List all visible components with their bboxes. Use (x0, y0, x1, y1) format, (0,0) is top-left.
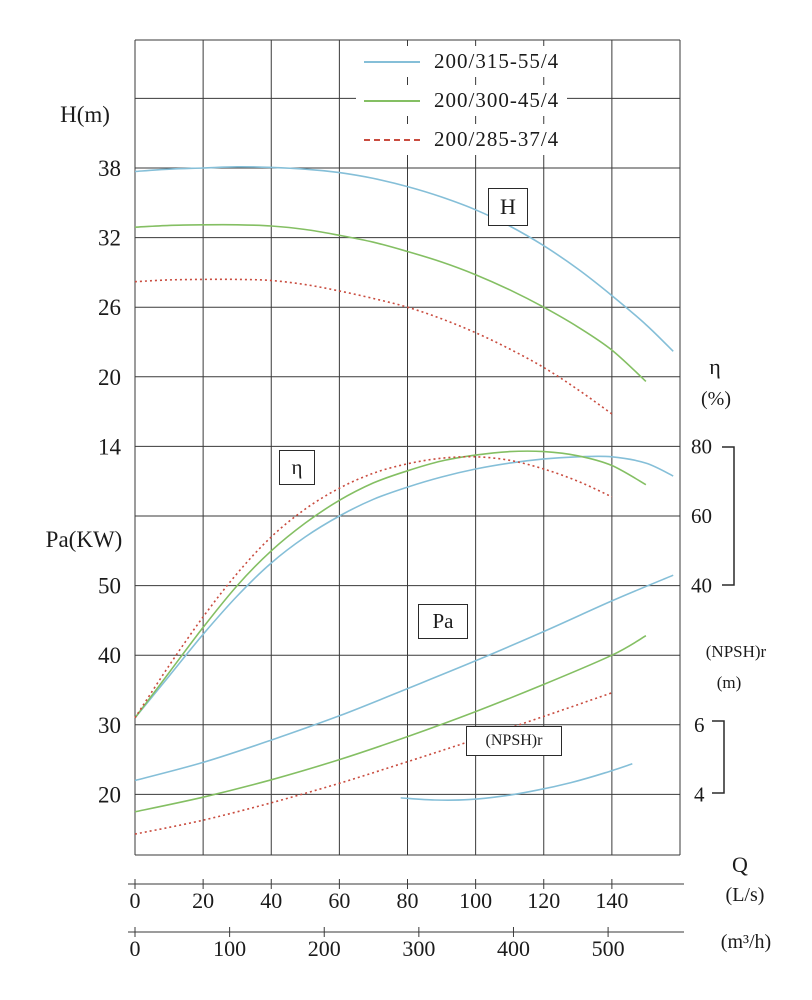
q-ls-axis-unit: (L/s) (725, 884, 765, 906)
npsh-curve-series-0 (400, 763, 633, 801)
q-m3h-tick-label: 300 (402, 936, 435, 961)
legend-label: 200/285-37/4 (434, 127, 560, 151)
pa-curve-series-0 (134, 574, 674, 782)
grid (134, 39, 681, 856)
pa-curve-series-2 (134, 692, 613, 835)
range-brackets (712, 446, 735, 794)
eta-axis-tick-label: 40 (691, 574, 712, 598)
npsh-range-bracket (712, 720, 725, 794)
q-m3h-tick-label: 500 (592, 936, 625, 961)
legend-line-swatch (364, 60, 420, 63)
legend-item: 200/315-55/4 (356, 46, 568, 77)
legend-line-swatch (364, 99, 420, 102)
eta-curve-series-0 (134, 455, 674, 719)
q-ls-tick-label: 80 (397, 888, 419, 913)
h-axis-tick-label: 32 (98, 226, 121, 251)
q-axis-title: Q (732, 852, 748, 877)
eta-curve-series-2 (134, 455, 613, 719)
h-curve-label: H (488, 188, 528, 226)
pa-curve-series-1 (134, 635, 647, 813)
npsh-axis-unit: (m) (716, 673, 742, 692)
h-axis-tick-label: 38 (98, 156, 121, 181)
y-axis-ticks: 38 32 26 20 14 50 40 30 20 80 60 40 6 4 (98, 156, 712, 807)
q-ls-tick-label: 100 (459, 888, 492, 913)
q-m3h-tick-label: 0 (130, 936, 141, 961)
h-axis-tick-label: 20 (98, 365, 121, 390)
legend-label: 200/300-45/4 (434, 88, 560, 112)
eta-axis-unit: (%) (701, 388, 731, 410)
q-ls-tick-label: 140 (595, 888, 628, 913)
eta-axis-title: η (709, 354, 721, 379)
legend-label: 200/315-55/4 (434, 49, 560, 73)
q-ls-tick-label: 60 (328, 888, 350, 913)
pa-axis-title: Pa(KW) (45, 527, 123, 552)
legend-item: 200/285-37/4 (356, 124, 568, 155)
legend-line-swatch (364, 138, 420, 141)
npsh-axis-title: (NPSH)r (705, 642, 767, 661)
q-ls-tick-label: 120 (527, 888, 560, 913)
npsh-axis-tick-label: 4 (694, 782, 705, 806)
h-curve-series-2 (134, 278, 613, 415)
pa-axis-tick-label: 20 (98, 782, 121, 807)
eta-range-bracket (722, 446, 735, 586)
q-axes: 0 20 40 60 80 100 120 140 0 100 200 300 400 500 (128, 879, 684, 961)
q-m3h-tick-label: 400 (497, 936, 530, 961)
curves (134, 165, 674, 835)
eta-curve-label: η (279, 450, 315, 485)
q-ls-tick-label: 0 (130, 888, 141, 913)
eta-axis-tick-label: 80 (691, 434, 712, 458)
pa-axis-tick-label: 40 (98, 643, 121, 668)
q-ls-tick-label: 40 (260, 888, 282, 913)
eta-curve-series-1 (134, 450, 647, 719)
pa-curve-label: Pa (418, 604, 468, 639)
h-axis-tick-label: 14 (98, 434, 122, 459)
npsh-axis-tick-label: 6 (694, 713, 705, 737)
eta-axis-tick-label: 60 (691, 504, 712, 528)
h-curve-series-0 (134, 165, 674, 352)
h-curve-series-1 (134, 223, 647, 382)
npsh-curve-label: (NPSH)r (466, 726, 562, 756)
q-m3h-axis-unit: (m³/h) (720, 931, 772, 953)
q-m3h-tick-label: 200 (308, 936, 341, 961)
q-m3h-tick-label: 100 (213, 936, 246, 961)
pa-axis-tick-label: 50 (98, 574, 121, 599)
h-axis-tick-label: 26 (98, 295, 121, 320)
legend-item: 200/300-45/4 (356, 85, 568, 116)
chart-legend: 200/315-55/4 200/300-45/4 200/285-37/4 (356, 46, 568, 155)
pa-axis-tick-label: 30 (98, 713, 121, 738)
q-ls-tick-label: 20 (192, 888, 214, 913)
h-axis-title: H(m) (60, 102, 110, 127)
